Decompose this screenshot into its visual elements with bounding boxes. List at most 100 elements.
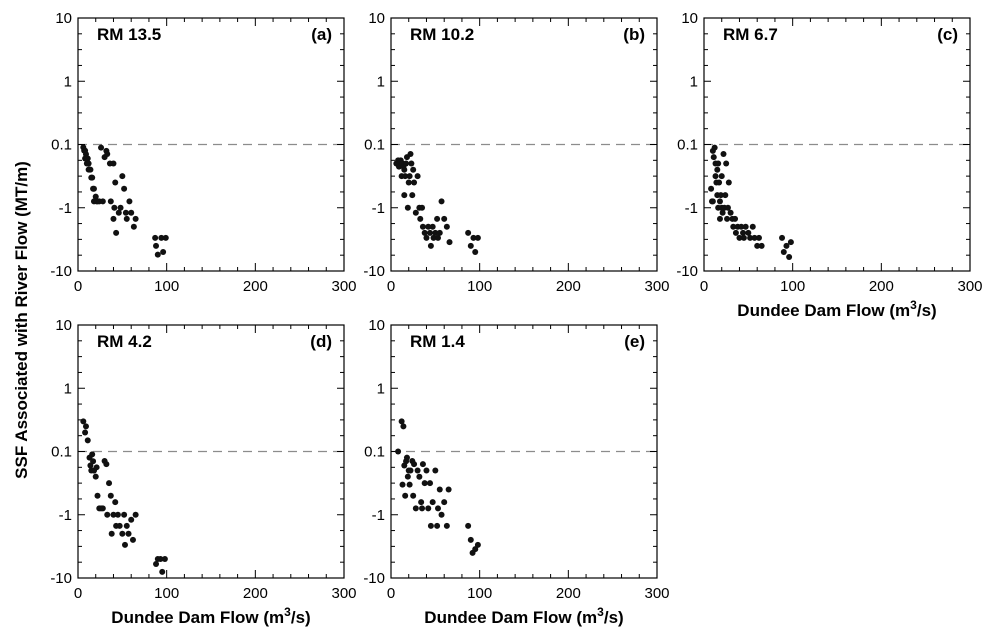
data-point xyxy=(106,480,113,487)
y-tick-label: 1 xyxy=(377,73,385,90)
data-point xyxy=(709,198,716,205)
data-point xyxy=(419,505,426,512)
y-tick-label: 10 xyxy=(368,10,385,27)
x-axis-title-main: Dundee Dam Flow (m xyxy=(424,608,597,627)
data-point xyxy=(742,223,749,230)
x-axis-title-main: Dundee Dam Flow (m xyxy=(111,608,284,627)
data-point xyxy=(467,536,474,543)
data-point xyxy=(730,223,737,230)
data-point xyxy=(411,179,418,186)
data-point xyxy=(783,242,790,249)
y-tick-label: 0.1 xyxy=(677,137,698,154)
x-tick-label: 100 xyxy=(467,278,492,295)
data-point xyxy=(116,522,123,529)
x-tick-label: 300 xyxy=(331,278,356,295)
data-point xyxy=(408,160,415,167)
data-point xyxy=(89,174,96,181)
data-point xyxy=(401,166,408,173)
data-point xyxy=(93,464,100,471)
y-tick-label: 10 xyxy=(55,317,72,334)
x-tick-label: 100 xyxy=(780,278,805,295)
panel-letter-label: (a) xyxy=(311,25,332,44)
panel-a: 10 1 0.1 -1 -100 100 200 300 RM 13.5 (a) xyxy=(50,10,356,295)
y-tick-label: 10 xyxy=(368,317,385,334)
data-point xyxy=(152,234,159,241)
y-tick-label: -10 xyxy=(676,263,698,280)
data-point xyxy=(430,234,437,241)
data-point xyxy=(99,198,106,205)
x-axis-title-superscript: 3 xyxy=(284,605,291,619)
data-point xyxy=(104,150,111,157)
data-point xyxy=(128,209,135,216)
x-tick-label: 0 xyxy=(700,278,708,295)
data-point xyxy=(723,160,730,167)
data-point xyxy=(119,530,126,537)
y-tick-label: -1 xyxy=(372,200,385,217)
data-point xyxy=(161,555,168,562)
panel-letter-label: (e) xyxy=(624,332,645,351)
data-point xyxy=(708,185,715,192)
x-tick-label: 300 xyxy=(644,278,669,295)
data-point xyxy=(416,473,423,480)
panel-site-label: RM 10.2 xyxy=(410,25,474,44)
x-tick-label: 200 xyxy=(869,278,894,295)
data-point xyxy=(429,499,436,506)
data-point xyxy=(732,215,739,222)
data-point xyxy=(425,223,432,230)
data-point xyxy=(436,486,443,493)
data-point xyxy=(470,234,477,241)
x-tick-label: 300 xyxy=(644,585,669,602)
panel-b: 10 1 0.1 -1 -100 100 200 300 RM 10.2 (b) xyxy=(363,10,669,295)
data-point xyxy=(132,215,139,222)
panel-letter-label: (b) xyxy=(623,25,645,44)
y-tick-label: -1 xyxy=(59,507,72,524)
y-tick-label: 10 xyxy=(681,10,698,27)
data-point xyxy=(122,209,129,216)
data-point xyxy=(112,499,119,506)
data-point xyxy=(113,229,120,236)
data-point xyxy=(740,234,747,241)
data-point xyxy=(465,229,472,236)
data-point xyxy=(90,458,97,465)
x-tick-label: 0 xyxy=(74,278,82,295)
data-point xyxy=(736,234,743,241)
data-point xyxy=(754,242,761,249)
data-point xyxy=(438,198,445,205)
data-point xyxy=(162,234,169,241)
data-point xyxy=(123,522,130,529)
y-tick-label: -10 xyxy=(50,263,72,280)
data-point xyxy=(417,215,424,222)
data-point xyxy=(434,215,441,222)
y-tick-label: 1 xyxy=(64,380,72,397)
data-point xyxy=(399,481,406,488)
data-point xyxy=(411,461,418,468)
data-point xyxy=(427,522,434,529)
data-point xyxy=(432,467,439,474)
data-point xyxy=(745,229,752,236)
data-point xyxy=(157,555,164,562)
x-tick-label: 200 xyxy=(243,278,268,295)
data-point xyxy=(112,179,119,186)
data-point xyxy=(406,173,413,180)
data-point xyxy=(715,160,722,167)
data-point xyxy=(423,234,430,241)
data-point xyxy=(160,248,167,255)
data-point xyxy=(443,522,450,529)
data-point xyxy=(402,492,409,499)
x-axis-title-superscript: 3 xyxy=(597,605,604,619)
data-point xyxy=(434,505,441,512)
panel-c: 10 1 0.1 -1 -100 100 200 300 RM 6.7 (c) Dundee Dam… xyxy=(676,10,982,320)
data-point xyxy=(104,511,111,518)
y-tick-label: -1 xyxy=(372,507,385,524)
x-tick-label: 0 xyxy=(387,585,395,602)
data-point xyxy=(110,160,117,167)
data-point xyxy=(119,173,126,180)
x-axis-title-tail: /s) xyxy=(604,608,624,627)
data-point xyxy=(111,204,118,211)
data-point xyxy=(429,223,436,230)
panel-e: 10 1 0.1 -1 -100 100 200 300 RM 1.4 (e) Dundee Dam… xyxy=(363,317,669,627)
data-point xyxy=(755,234,762,241)
x-axis-title-tail: /s) xyxy=(917,301,937,320)
data-point xyxy=(724,204,731,211)
